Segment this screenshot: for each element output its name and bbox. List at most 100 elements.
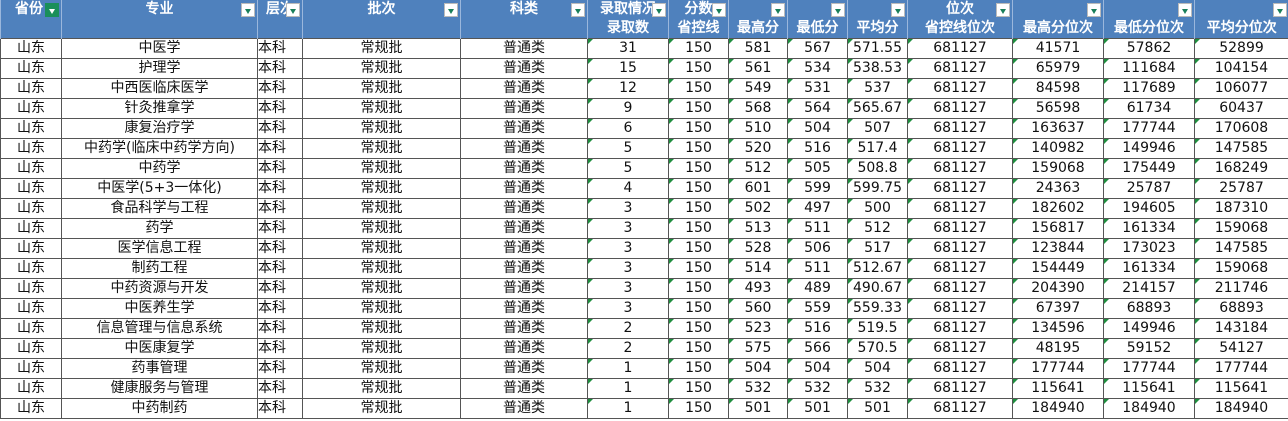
table-cell[interactable]: 医学信息工程 [61,238,258,259]
table-cell[interactable]: 5 [587,138,669,159]
table-cell[interactable]: 211746 [1194,278,1288,299]
table-cell[interactable]: 500 [847,198,908,219]
table-cell[interactable]: 681127 [907,338,1013,359]
table-cell[interactable]: 山东 [0,258,62,279]
table-cell[interactable]: 山东 [0,378,62,399]
table-cell[interactable]: 本科 [257,198,303,219]
table-cell[interactable]: 111684 [1103,58,1195,79]
table-cell[interactable]: 普通类 [460,58,588,79]
table-cell[interactable]: 普通类 [460,238,588,259]
table-cell[interactable]: 681127 [907,398,1013,419]
table-cell[interactable]: 150 [668,318,729,339]
table-cell[interactable]: 177744 [1103,118,1195,139]
filter-dropdown-button[interactable] [1272,3,1287,17]
table-cell[interactable]: 168249 [1194,158,1288,179]
table-cell[interactable]: 681127 [907,38,1013,59]
table-cell[interactable]: 中医学 [61,38,258,59]
table-cell[interactable]: 147585 [1194,138,1288,159]
table-cell[interactable]: 山东 [0,58,62,79]
table-cell[interactable]: 4 [587,178,669,199]
table-cell[interactable]: 184940 [1012,398,1104,419]
table-cell[interactable]: 537 [847,78,908,99]
filter-dropdown-button[interactable] [286,3,300,17]
table-cell[interactable]: 常规批 [302,78,461,99]
table-cell[interactable]: 150 [668,238,729,259]
table-cell[interactable]: 山东 [0,178,62,199]
table-cell[interactable]: 681127 [907,78,1013,99]
table-cell[interactable]: 117689 [1103,78,1195,99]
table-cell[interactable]: 山东 [0,298,62,319]
table-cell[interactable]: 3 [587,258,669,279]
table-cell[interactable]: 25787 [1103,178,1195,199]
table-cell[interactable]: 常规批 [302,218,461,239]
table-cell[interactable]: 570.5 [847,338,908,359]
table-cell[interactable]: 507 [847,118,908,139]
table-cell[interactable]: 1 [587,398,669,419]
table-cell[interactable]: 24363 [1012,178,1104,199]
table-cell[interactable]: 普通类 [460,318,588,339]
table-cell[interactable]: 常规批 [302,118,461,139]
table-cell[interactable]: 681127 [907,198,1013,219]
table-cell[interactable]: 60437 [1194,98,1288,119]
table-cell[interactable]: 普通类 [460,278,588,299]
table-cell[interactable]: 565.67 [847,98,908,119]
table-cell[interactable]: 常规批 [302,298,461,319]
filter-dropdown-button[interactable] [891,3,905,17]
table-cell[interactable]: 599.75 [847,178,908,199]
table-cell[interactable]: 普通类 [460,338,588,359]
table-cell[interactable]: 177744 [1103,358,1195,379]
table-cell[interactable]: 154449 [1012,258,1104,279]
table-cell[interactable]: 普通类 [460,158,588,179]
table-cell[interactable]: 163637 [1012,118,1104,139]
table-cell[interactable]: 150 [668,38,729,59]
table-cell[interactable]: 山东 [0,38,62,59]
table-cell[interactable]: 681127 [907,258,1013,279]
table-cell[interactable]: 187310 [1194,198,1288,219]
table-cell[interactable]: 567 [787,38,848,59]
table-cell[interactable]: 561 [728,58,788,79]
table-cell[interactable]: 68893 [1103,298,1195,319]
table-cell[interactable]: 9 [587,98,669,119]
table-cell[interactable]: 194605 [1103,198,1195,219]
table-cell[interactable]: 508.8 [847,158,908,179]
table-cell[interactable]: 504 [728,358,788,379]
table-cell[interactable]: 山东 [0,358,62,379]
table-cell[interactable]: 681127 [907,318,1013,339]
table-cell[interactable]: 123844 [1012,238,1104,259]
table-cell[interactable]: 681127 [907,218,1013,239]
table-cell[interactable]: 3 [587,238,669,259]
table-cell[interactable]: 115641 [1103,378,1195,399]
table-cell[interactable]: 25787 [1194,178,1288,199]
table-cell[interactable]: 54127 [1194,338,1288,359]
filter-dropdown-button[interactable] [444,3,458,17]
table-cell[interactable]: 516 [787,318,848,339]
table-cell[interactable]: 159068 [1194,258,1288,279]
filter-active-icon[interactable] [45,3,59,17]
table-cell[interactable]: 175449 [1103,158,1195,179]
table-cell[interactable]: 本科 [257,298,303,319]
table-cell[interactable]: 149946 [1103,138,1195,159]
table-cell[interactable]: 本科 [257,378,303,399]
filter-dropdown-button[interactable] [996,3,1010,17]
table-cell[interactable]: 本科 [257,238,303,259]
table-cell[interactable]: 常规批 [302,278,461,299]
table-cell[interactable]: 520 [728,138,788,159]
table-cell[interactable]: 502 [728,198,788,219]
table-cell[interactable]: 本科 [257,118,303,139]
table-cell[interactable]: 84598 [1012,78,1104,99]
table-cell[interactable]: 常规批 [302,398,461,419]
table-cell[interactable]: 150 [668,198,729,219]
table-cell[interactable]: 5 [587,158,669,179]
filter-dropdown-button[interactable] [1178,3,1192,17]
table-cell[interactable]: 150 [668,178,729,199]
table-cell[interactable]: 15 [587,58,669,79]
table-cell[interactable]: 山东 [0,338,62,359]
table-cell[interactable]: 本科 [257,398,303,419]
table-cell[interactable]: 本科 [257,318,303,339]
table-cell[interactable]: 61734 [1103,98,1195,119]
table-cell[interactable]: 中医养生学 [61,298,258,319]
table-cell[interactable]: 510 [728,118,788,139]
table-cell[interactable]: 140982 [1012,138,1104,159]
table-cell[interactable]: 山东 [0,98,62,119]
table-cell[interactable]: 150 [668,298,729,319]
